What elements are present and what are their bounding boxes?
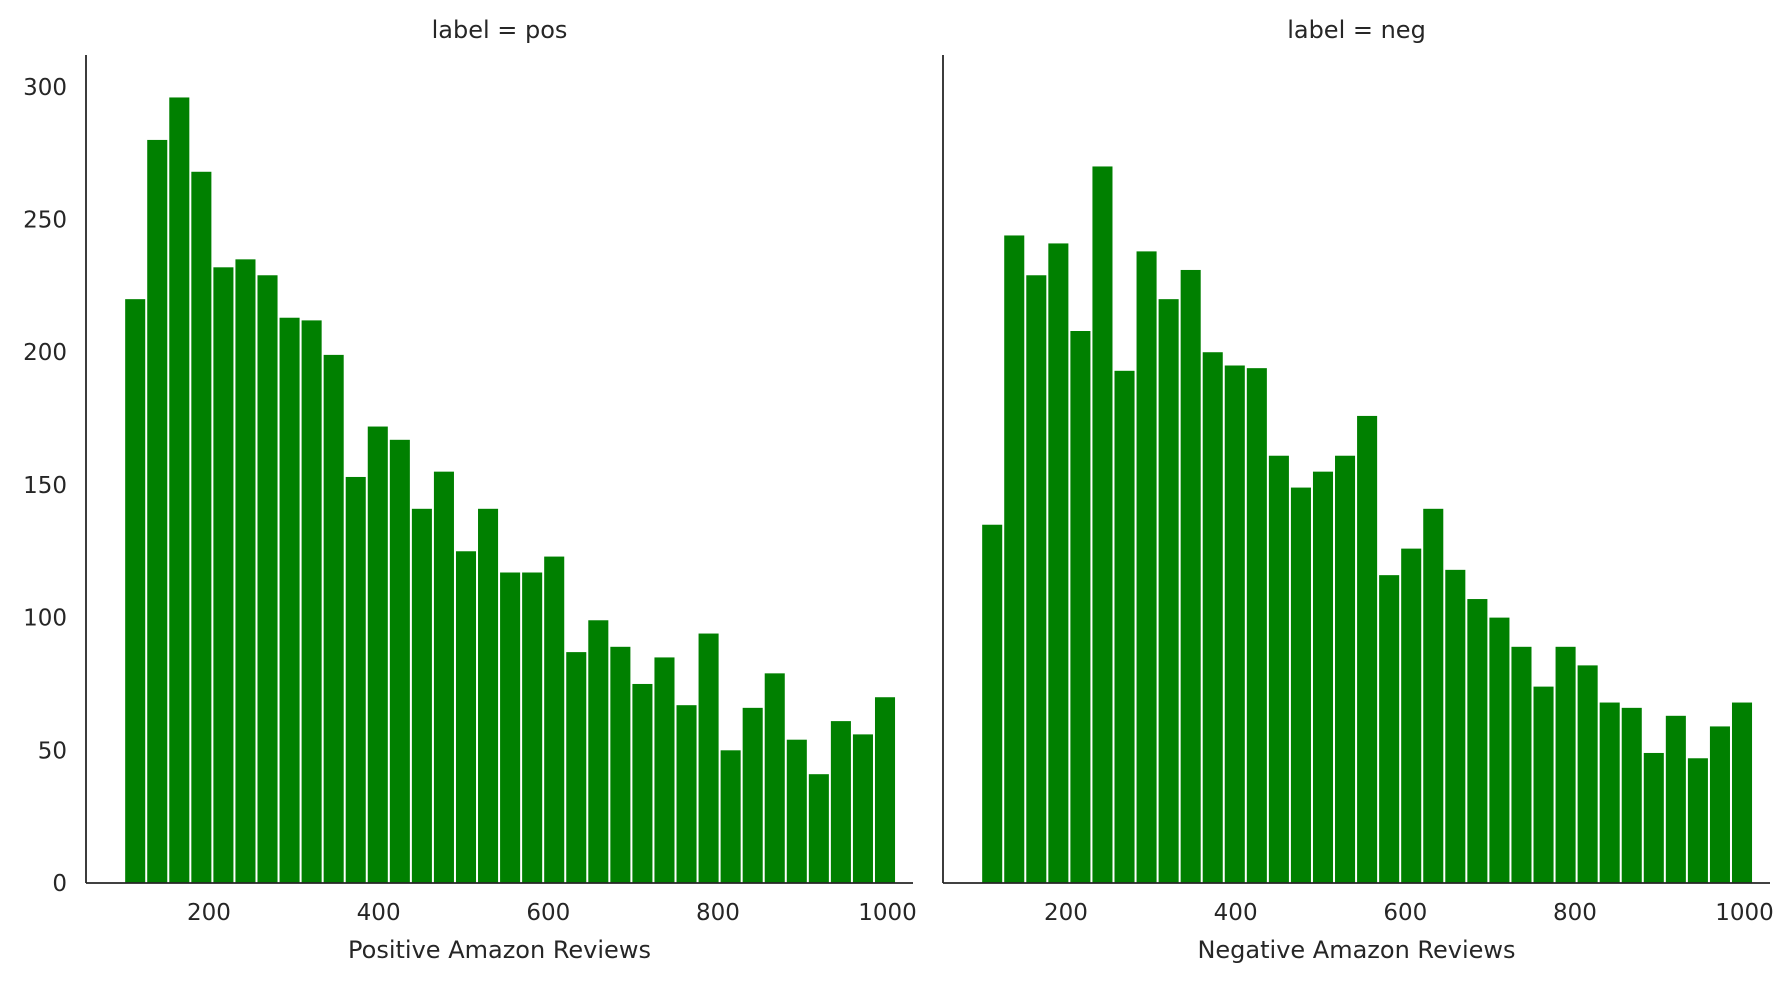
histogram-bar bbox=[433, 471, 454, 883]
histogram-bar bbox=[213, 267, 234, 883]
histogram-bar bbox=[1423, 508, 1444, 883]
panel-pos: label = pos 200 400 600 800 1000 0 50 100 150 20… bbox=[23, 16, 917, 964]
x-tick-label: 600 bbox=[1383, 900, 1427, 926]
y-tick-label: 150 bbox=[23, 473, 67, 499]
y-tick-label: 50 bbox=[38, 738, 67, 764]
histogram-bar bbox=[1687, 758, 1708, 883]
x-tick-label: 400 bbox=[357, 900, 401, 926]
histogram-bar bbox=[478, 508, 499, 883]
histogram-bar bbox=[279, 317, 300, 883]
x-tick-label: 400 bbox=[1214, 900, 1258, 926]
histogram-bar bbox=[1555, 646, 1576, 883]
histogram-bar bbox=[235, 259, 256, 883]
histogram-bar bbox=[1158, 299, 1179, 884]
y-tick-label: 300 bbox=[23, 75, 67, 101]
histogram-bar bbox=[1709, 726, 1730, 883]
histogram-bar bbox=[720, 750, 741, 883]
histogram-bar bbox=[1004, 235, 1025, 883]
histogram-bar bbox=[345, 476, 366, 883]
histogram-bar bbox=[1202, 352, 1223, 883]
histogram-bar bbox=[1379, 575, 1400, 883]
histogram-bar bbox=[1290, 487, 1311, 883]
x-ticks: 200 400 600 800 1000 bbox=[1044, 900, 1774, 926]
x-tick-label: 200 bbox=[1044, 900, 1088, 926]
histogram-bar bbox=[830, 721, 851, 883]
x-tick-label: 1000 bbox=[1715, 900, 1774, 926]
y-tick-label: 200 bbox=[23, 340, 67, 366]
y-tick-label: 250 bbox=[23, 208, 67, 234]
histogram-bar bbox=[1445, 569, 1466, 883]
panel-neg: label = neg 200 400 600 800 1000 Negative Am… bbox=[942, 16, 1774, 964]
histogram-bar bbox=[1224, 365, 1245, 883]
histogram-bar bbox=[764, 673, 785, 883]
histogram-bar bbox=[982, 524, 1003, 883]
histogram-bar bbox=[1246, 368, 1267, 884]
histogram-bar bbox=[1026, 275, 1047, 883]
histogram-bar bbox=[1489, 617, 1510, 883]
panel-title: label = pos bbox=[432, 16, 568, 44]
histogram-bar bbox=[654, 657, 675, 883]
histogram-bar bbox=[1665, 715, 1686, 883]
histogram-bar bbox=[588, 620, 609, 883]
x-tick-label: 800 bbox=[1553, 900, 1597, 926]
histogram-bar bbox=[500, 572, 521, 883]
histogram-bar bbox=[1731, 702, 1753, 883]
y-ticks: 0 50 100 150 200 250 300 bbox=[23, 75, 67, 897]
histogram-bar bbox=[808, 774, 829, 883]
histogram-bar bbox=[566, 652, 587, 883]
histogram-bar bbox=[874, 697, 896, 883]
histogram-bar bbox=[676, 705, 697, 883]
histogram-bar bbox=[1048, 243, 1069, 883]
bars bbox=[982, 166, 1753, 884]
histogram-bar bbox=[1070, 331, 1091, 883]
panel-title: label = neg bbox=[1287, 16, 1426, 44]
histogram-bar bbox=[1511, 646, 1532, 883]
histogram-bar bbox=[610, 646, 631, 883]
histogram-bar bbox=[698, 633, 719, 883]
histogram-bar bbox=[742, 707, 763, 883]
x-tick-label: 600 bbox=[526, 900, 570, 926]
histogram-bar bbox=[1114, 370, 1135, 883]
histogram-bar bbox=[147, 139, 168, 883]
x-tick-label: 200 bbox=[187, 900, 231, 926]
y-tick-label: 100 bbox=[23, 606, 67, 632]
histogram-bar bbox=[786, 739, 807, 883]
histogram-bar bbox=[522, 572, 543, 883]
histogram-bar bbox=[389, 439, 410, 883]
histogram-bar bbox=[1533, 686, 1554, 883]
histogram-bar bbox=[852, 734, 873, 883]
histogram-bar bbox=[1599, 702, 1620, 883]
histogram-bar bbox=[1621, 707, 1642, 883]
histogram-bar bbox=[1268, 455, 1289, 883]
x-tick-label: 800 bbox=[696, 900, 740, 926]
x-tick-label: 1000 bbox=[858, 900, 917, 926]
histogram-bar bbox=[367, 426, 388, 883]
histogram-bar bbox=[1401, 548, 1422, 883]
histogram-bar bbox=[125, 299, 146, 884]
histogram-bar bbox=[1180, 269, 1201, 883]
histogram-bar bbox=[1312, 471, 1334, 883]
histogram-bar bbox=[257, 275, 278, 883]
histogram-bar bbox=[301, 320, 322, 883]
histogram-bar bbox=[1357, 415, 1378, 883]
histogram-bar bbox=[191, 171, 212, 883]
histogram-bar bbox=[1643, 752, 1664, 883]
histogram-bar bbox=[323, 354, 344, 883]
histogram-bar bbox=[632, 683, 653, 883]
x-axis-label: Negative Amazon Reviews bbox=[1197, 936, 1515, 964]
histogram-bar bbox=[1467, 599, 1488, 883]
bars bbox=[125, 97, 896, 884]
histogram-bar bbox=[455, 551, 477, 883]
histogram-bar bbox=[544, 556, 565, 883]
y-tick-label: 0 bbox=[52, 871, 67, 897]
histogram-bar bbox=[1335, 455, 1356, 883]
histogram-bar bbox=[169, 97, 190, 883]
histogram-bar bbox=[411, 508, 432, 883]
histogram-bar bbox=[1092, 166, 1113, 883]
histogram-bar bbox=[1577, 665, 1598, 883]
x-axis-label: Positive Amazon Reviews bbox=[348, 936, 651, 964]
x-ticks: 200 400 600 800 1000 bbox=[187, 900, 917, 926]
histogram-bar bbox=[1136, 251, 1157, 883]
